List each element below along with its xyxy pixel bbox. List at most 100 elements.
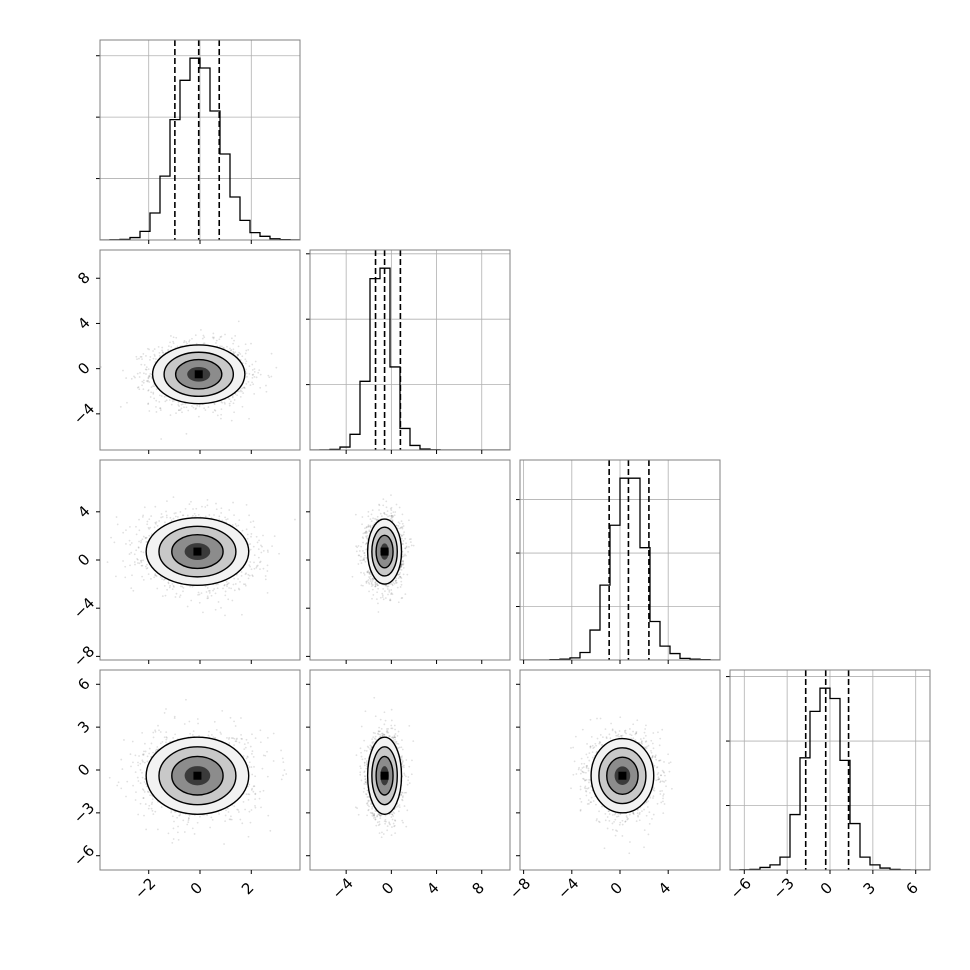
scatter-point — [226, 583, 228, 586]
scatter-point — [355, 545, 358, 548]
scatter-point — [268, 376, 271, 379]
scatter-point — [240, 390, 243, 393]
scatter-point — [206, 504, 209, 507]
scatter-point — [145, 567, 148, 570]
scatter-point — [391, 593, 394, 596]
scatter-point — [395, 579, 398, 582]
scatter-point — [197, 591, 200, 594]
scatter-point — [244, 343, 247, 346]
scatter-point — [183, 341, 185, 344]
scatter-point — [165, 399, 168, 402]
scatter-point — [205, 591, 208, 593]
scatter-point — [401, 555, 404, 558]
scatter-point — [155, 388, 158, 391]
scatter-point — [253, 567, 256, 570]
scatter-point — [147, 526, 150, 529]
scatter-point — [204, 506, 207, 508]
scatter-point — [229, 349, 232, 352]
scatter-point — [203, 336, 206, 339]
scatter-point — [228, 402, 231, 405]
scatter-point — [155, 522, 157, 525]
scatter-point — [243, 387, 246, 390]
scatter-point — [372, 517, 375, 520]
scatter-point — [171, 582, 174, 585]
scatter-point — [412, 544, 415, 547]
scatter-point — [399, 533, 402, 536]
scatter-point — [159, 409, 162, 411]
scatter-point — [245, 368, 247, 371]
scatter-point — [400, 563, 403, 566]
scatter-point — [294, 518, 296, 521]
scatter-point — [363, 572, 365, 574]
scatter-point — [361, 516, 364, 518]
scatter-point — [149, 526, 152, 529]
scatter-point — [133, 553, 136, 556]
scatter-point — [232, 501, 234, 504]
scatter-point — [142, 578, 145, 581]
scatter-point — [365, 531, 368, 533]
scatter-point — [212, 411, 214, 414]
scatter-point — [388, 599, 391, 602]
scatter-point — [196, 404, 199, 407]
scatter-point — [206, 587, 209, 589]
scatter-point — [239, 389, 242, 392]
scatter-point — [243, 583, 245, 586]
scatter-point — [208, 589, 211, 592]
scatter-point — [234, 351, 237, 354]
scatter-point — [139, 355, 142, 358]
scatter-point — [245, 504, 248, 506]
scatter-point — [401, 543, 404, 546]
scatter-point — [366, 537, 369, 540]
scatter-point — [184, 402, 187, 405]
scatter-point — [136, 557, 139, 560]
scatter-point — [165, 514, 168, 517]
scatter-point — [237, 587, 240, 590]
scatter-point — [153, 397, 156, 400]
scatter-point — [245, 372, 248, 375]
scatter-point — [208, 514, 211, 516]
scatter-point — [184, 507, 187, 510]
scatter-point — [141, 516, 144, 518]
scatter-point — [156, 587, 159, 590]
scatter-point — [178, 409, 181, 412]
scatter-point — [161, 516, 164, 518]
scatter-point — [404, 593, 407, 596]
scatter-point — [240, 571, 243, 573]
scatter-point — [147, 403, 150, 405]
scatter-point — [183, 339, 186, 342]
scatter-point — [369, 526, 372, 529]
scatter-point — [177, 403, 180, 406]
scatter-point — [173, 399, 176, 402]
scatter-point — [377, 518, 379, 521]
scatter-point — [158, 394, 161, 397]
scatter-point — [370, 578, 372, 581]
scatter-point — [278, 552, 280, 555]
scatter-point — [394, 580, 397, 583]
scatter-point — [241, 387, 244, 390]
scatter-point — [238, 588, 241, 591]
scatter-point — [236, 394, 238, 397]
scatter-point — [249, 561, 252, 563]
scatter-point — [215, 508, 218, 511]
scatter-point — [390, 515, 393, 517]
scatter-point — [257, 371, 260, 374]
scatter-point — [220, 507, 223, 510]
scatter-point — [158, 520, 161, 522]
scatter-point — [142, 372, 145, 375]
scatter-point — [175, 336, 178, 339]
scatter-point — [390, 593, 392, 595]
scatter-point — [149, 356, 152, 358]
scatter-point — [260, 544, 262, 547]
scatter-point — [125, 377, 128, 379]
scatter-point — [169, 584, 171, 587]
scatter-point — [165, 516, 168, 519]
scatter-point — [398, 522, 401, 525]
scatter-point — [230, 349, 233, 351]
scatter-point — [398, 573, 401, 576]
scatter-point — [147, 389, 150, 391]
scatter-point — [226, 585, 228, 588]
scatter-point — [228, 404, 231, 407]
scatter-point — [400, 520, 403, 523]
scatter-point — [169, 341, 171, 344]
scatter-point — [217, 601, 220, 603]
